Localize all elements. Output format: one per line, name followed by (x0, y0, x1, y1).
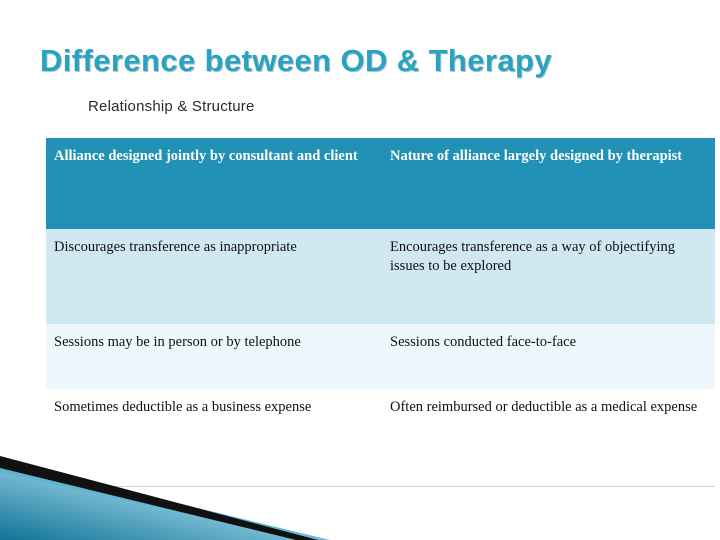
table-cell-therapy: Nature of alliance largely designed by t… (382, 138, 715, 229)
table-cell-od: Sessions may be in person or by telephon… (46, 324, 382, 389)
table-cell-od: Sometimes deductible as a business expen… (46, 389, 382, 487)
table-cell-therapy: Encourages transference as a way of obje… (382, 229, 715, 324)
page-title: Difference between OD & Therapy (40, 43, 552, 78)
comparison-table-wrapper: Alliance designed jointly by consultant … (46, 138, 715, 487)
table-row: Discourages transference as inappropriat… (46, 229, 715, 324)
comparison-table: Alliance designed jointly by consultant … (46, 138, 715, 487)
slide-subtitle: Relationship & Structure (88, 98, 255, 115)
table-row: Sessions may be in person or by telephon… (46, 324, 715, 389)
table-cell-od: Discourages transference as inappropriat… (46, 229, 382, 324)
table-cell-therapy: Sessions conducted face-to-face (382, 324, 715, 389)
table-row: Alliance designed jointly by consultant … (46, 138, 715, 229)
table-row: Sometimes deductible as a business expen… (46, 389, 715, 487)
table-cell-od: Alliance designed jointly by consultant … (46, 138, 382, 229)
table-cell-therapy: Often reimbursed or deductible as a medi… (382, 389, 715, 487)
